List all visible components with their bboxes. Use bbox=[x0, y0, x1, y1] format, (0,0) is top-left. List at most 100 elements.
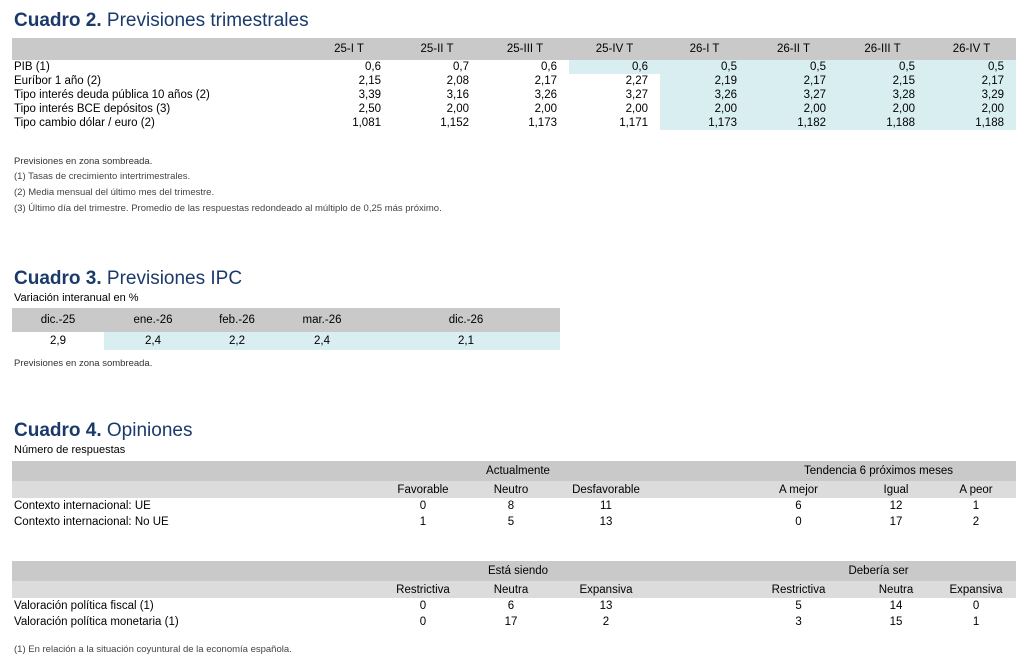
table-row: 2,9 2,4 2,2 2,4 2,1 bbox=[12, 332, 560, 350]
cell-value: 2,17 bbox=[534, 75, 557, 87]
column-header: 25-IV T bbox=[569, 38, 660, 60]
cell-value: 2,15 bbox=[358, 75, 381, 87]
cell-value: 13 bbox=[599, 516, 613, 528]
row-label: Tipo interés deuda pública 10 años (2) bbox=[14, 89, 210, 101]
cell-value: 1,188 bbox=[927, 116, 1016, 130]
cell-value: 3,26 bbox=[660, 88, 749, 102]
cell-value: 2,00 bbox=[625, 103, 648, 115]
cell-value: 2,19 bbox=[660, 74, 749, 88]
column-header-row: Favorable Neutro Desfavorable A mejor Ig… bbox=[12, 481, 1017, 498]
table-row: Valoración política fiscal (1) 0 6 13 5 … bbox=[12, 598, 1016, 614]
column-header: 25-I T bbox=[305, 38, 393, 60]
cell-value: 17 bbox=[889, 516, 903, 528]
column-header: Favorable bbox=[375, 481, 471, 498]
cell-value: 1 bbox=[972, 616, 980, 628]
cuadro3-header-row: dic.-25 ene.-26 feb.-26 mar.-26 dic.-26 bbox=[12, 308, 560, 332]
cell-value: 3,28 bbox=[838, 88, 927, 102]
cell-value: 0 bbox=[419, 616, 427, 628]
cell-value: 3,26 bbox=[534, 89, 557, 101]
column-header: dic.-25 bbox=[12, 308, 104, 332]
cell-value: 2,2 bbox=[202, 332, 272, 350]
row-label: PIB (1) bbox=[14, 61, 50, 73]
row-label: Tipo interés BCE depósitos (3) bbox=[14, 103, 171, 115]
table-row: Euríbor 1 año (2) 2,15 2,08 2,17 2,27 2,… bbox=[12, 74, 1016, 88]
table-row: Valoración política monetaria (1) 0 17 2… bbox=[12, 614, 1016, 630]
column-header: Expansiva bbox=[936, 581, 1017, 598]
row-label: Contexto internacional: No UE bbox=[14, 516, 169, 528]
cell-value: 0,6 bbox=[365, 61, 381, 73]
column-header: mar.-26 bbox=[272, 308, 372, 332]
cell-value: 14 bbox=[889, 600, 903, 612]
cuadro3-note: Previsiones en zona sombreada. bbox=[14, 358, 153, 369]
cell-value: 2,00 bbox=[927, 102, 1016, 116]
column-header: feb.-26 bbox=[202, 308, 272, 332]
cell-value: 0,6 bbox=[569, 60, 660, 74]
cell-value: 5 bbox=[795, 600, 802, 612]
cell-value: 2,9 bbox=[50, 335, 66, 347]
cell-value: 3 bbox=[795, 616, 802, 628]
cell-value: 1,173 bbox=[660, 116, 749, 130]
column-header-row: Restrictiva Neutra Expansiva Restrictiva… bbox=[12, 581, 1017, 598]
cuadro2-header-row: 25-I T 25-II T 25-III T 25-IV T 26-I T 2… bbox=[12, 38, 1016, 60]
column-header: Neutra bbox=[471, 581, 551, 598]
cell-value: 2,00 bbox=[534, 103, 557, 115]
column-header: Neutra bbox=[856, 581, 937, 598]
group-header-row: Actualmente Tendencia 6 próximos meses bbox=[12, 461, 1017, 481]
row-label: Valoración política fiscal (1) bbox=[14, 600, 154, 612]
cuadro2-note-shaded: Previsiones en zona sombreada. bbox=[14, 156, 153, 167]
cell-value: 2,4 bbox=[104, 332, 202, 350]
cuadro3-table: dic.-25 ene.-26 feb.-26 mar.-26 dic.-26 … bbox=[12, 308, 560, 350]
column-header: 26-III T bbox=[838, 38, 927, 60]
cell-value: 2,17 bbox=[927, 74, 1016, 88]
cell-value: 0 bbox=[419, 600, 427, 612]
cuadro2-title: Cuadro 2. Previsiones trimestrales bbox=[14, 10, 309, 31]
cuadro2-table: 25-I T 25-II T 25-III T 25-IV T 26-I T 2… bbox=[12, 38, 1016, 130]
column-header: Igual bbox=[856, 481, 936, 498]
cell-value: 2,17 bbox=[749, 74, 838, 88]
table-row: Contexto internacional: UE 0 8 11 6 12 1 bbox=[12, 498, 1016, 514]
cuadro4-table-politica: Está siendo Debería ser Restrictiva Neut… bbox=[12, 561, 1017, 630]
cell-value: 1,171 bbox=[619, 117, 648, 129]
group-header-deberia-ser: Debería ser bbox=[741, 561, 1017, 581]
column-header: 26-IV T bbox=[927, 38, 1016, 60]
table-row: Contexto internacional: No UE 1 5 13 0 1… bbox=[12, 514, 1016, 530]
cell-value: 2,4 bbox=[272, 332, 372, 350]
cell-value: 2 bbox=[972, 516, 980, 528]
cell-value: 0,5 bbox=[660, 60, 749, 74]
cell-value: 1,173 bbox=[528, 117, 557, 129]
column-header: A peor bbox=[936, 481, 1017, 498]
cell-value: 1,188 bbox=[838, 116, 927, 130]
cell-value: 2,1 bbox=[372, 332, 560, 350]
cuadro3-title: Cuadro 3. Previsiones IPC bbox=[14, 268, 243, 289]
row-label: Contexto internacional: UE bbox=[14, 500, 151, 512]
cell-value: 11 bbox=[600, 500, 612, 512]
cell-value: 2,00 bbox=[838, 102, 927, 116]
cell-value: 2,15 bbox=[838, 74, 927, 88]
column-header: 26-II T bbox=[749, 38, 838, 60]
column-header: Restrictiva bbox=[375, 581, 471, 598]
cell-value: 6 bbox=[507, 600, 515, 612]
cell-value: 2,50 bbox=[358, 103, 381, 115]
cell-value: 6 bbox=[795, 500, 802, 512]
cell-value: 2,27 bbox=[625, 75, 648, 87]
table-row: Tipo interés BCE depósitos (3) 2,50 2,00… bbox=[12, 102, 1016, 116]
cell-value: 3,39 bbox=[358, 89, 381, 101]
cell-value: 0 bbox=[972, 600, 980, 612]
cell-value: 1,152 bbox=[440, 117, 469, 129]
cuadro4-note: (1) En relación a la situación coyuntura… bbox=[14, 644, 292, 655]
cell-value: 0,5 bbox=[838, 60, 927, 74]
cell-value: 1,081 bbox=[352, 117, 381, 129]
cell-value: 12 bbox=[889, 500, 903, 512]
cuadro3-subtitle: Variación interanual en % bbox=[14, 292, 139, 304]
cell-value: 2,00 bbox=[660, 102, 749, 116]
column-header: A mejor bbox=[741, 481, 856, 498]
cell-value: 0,6 bbox=[541, 61, 557, 73]
column-header: Neutro bbox=[471, 481, 551, 498]
column-header: Restrictiva bbox=[741, 581, 857, 598]
group-header-tendencia: Tendencia 6 próximos meses bbox=[741, 461, 1017, 481]
cell-value: 3,27 bbox=[749, 88, 838, 102]
cell-value: 5 bbox=[507, 516, 515, 528]
cuadro4-table-contexto: Actualmente Tendencia 6 próximos meses F… bbox=[12, 461, 1017, 530]
cell-value: 15 bbox=[889, 616, 903, 628]
cell-value: 1,182 bbox=[749, 116, 838, 130]
